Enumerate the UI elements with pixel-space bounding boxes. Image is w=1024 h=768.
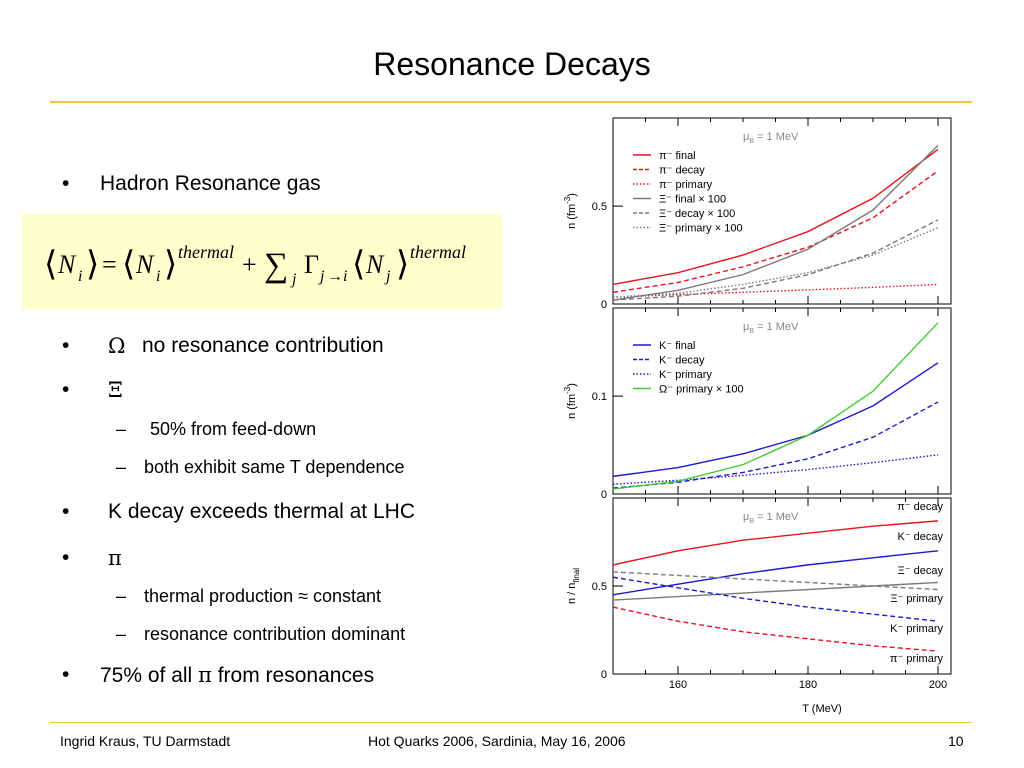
mu-b-annotation: μB = 1 MeV	[743, 511, 799, 525]
mu-b-annotation: μB = 1 MeV	[743, 131, 799, 145]
svg-text:Γ: Γ	[304, 250, 319, 279]
series-line-decay	[612, 581, 939, 601]
bullet-text: K decay exceeds thermal at LHC	[108, 500, 415, 523]
title-rule	[50, 101, 972, 103]
x-tick-label: 200	[929, 679, 947, 691]
legend-entry: K⁻ primary	[659, 369, 712, 381]
svg-text:⟩: ⟩	[396, 246, 409, 283]
formula-box: ⟨ N i ⟩ = ⟨ N i ⟩ thermal + ∑ j Γ j → i …	[22, 214, 502, 309]
bullet-text: no resonance contribution	[142, 334, 384, 357]
svg-text:⟨: ⟨	[352, 246, 365, 283]
svg-text:+: +	[242, 250, 257, 279]
svg-text:j: j	[384, 268, 391, 285]
y-axis-label: n (fm-3)	[563, 193, 578, 229]
series-label: π⁻ primary	[890, 653, 944, 665]
page-number: 10	[948, 733, 964, 749]
series-line-k-primary	[612, 576, 939, 622]
chart-figure: 0 0.5 n (fm-3) μB = 1 MeV π⁻ final π⁻ decay π⁻…	[563, 117, 952, 715]
legend-entry: Ξ⁻ decay × 100	[659, 208, 735, 220]
series-label: K⁻ decay	[897, 531, 943, 543]
series-line-primary	[612, 571, 939, 591]
legend-entry: π⁻ final	[659, 150, 696, 162]
svg-text:thermal: thermal	[410, 242, 466, 262]
svg-text:⟨: ⟨	[44, 246, 57, 283]
svg-text:j: j	[318, 268, 325, 285]
series-label: π⁻ decay	[897, 501, 943, 513]
series-label: Ξ⁻ primary	[890, 593, 943, 605]
series-label: Ξ⁻ decay	[898, 565, 944, 577]
svg-text:⟩: ⟩	[86, 246, 99, 283]
svg-text:i: i	[343, 268, 347, 285]
y-tick-label: 0.5	[592, 201, 607, 213]
svg-text:⟨: ⟨	[122, 246, 135, 283]
svg-text:i: i	[78, 268, 82, 285]
y-tick-label: 0.1	[592, 391, 607, 403]
legend-entry: Ω⁻ primary × 100	[659, 384, 744, 396]
series-line-decay	[612, 520, 939, 566]
xi-symbol: Ξ	[108, 378, 123, 402]
plot-frame-1	[612, 117, 952, 305]
series-line-k-final	[612, 362, 939, 478]
svg-text:=: =	[102, 250, 117, 279]
x-tick-label: 180	[799, 679, 817, 691]
legend-entry: K⁻ decay	[659, 355, 705, 367]
series-line-primary	[612, 606, 939, 652]
mu-b-annotation: μB = 1 MeV	[743, 321, 799, 335]
bullet-text: Hadron Resonance gas	[100, 172, 321, 195]
y-axis-label: n / nfinal	[566, 568, 581, 604]
pi-symbol: π	[108, 546, 122, 570]
svg-text:⟩: ⟩	[164, 246, 177, 283]
formula: ⟨ N i ⟩ = ⟨ N i ⟩ thermal + ∑ j Γ j → i …	[44, 242, 466, 288]
formula-thermal: thermal	[178, 242, 234, 262]
legend-entry: Ξ⁻ final × 100	[659, 194, 726, 206]
svg-text:i: i	[156, 268, 160, 285]
footer-event: Hot Quarks 2006, Sardinia, May 16, 2006	[368, 733, 626, 749]
y-tick-label: 0	[601, 489, 607, 501]
svg-text:N: N	[135, 250, 155, 279]
legend-entry: Ξ⁻ primary × 100	[659, 223, 743, 235]
formula-sum: ∑	[264, 247, 288, 284]
series-line-final-100	[612, 144, 939, 301]
legend-entry: K⁻ final	[659, 340, 695, 352]
series-label: K⁻ primary	[890, 623, 943, 635]
series-line-primary-100	[612, 322, 939, 490]
series-line-k-decay	[612, 401, 939, 489]
y-tick-label: 0	[601, 299, 607, 311]
footer-author: Ingrid Kraus, TU Darmstadt	[60, 733, 231, 749]
x-axis-label: T (MeV)	[802, 703, 842, 715]
y-tick-label: 0	[601, 669, 607, 681]
svg-text:j: j	[290, 271, 297, 288]
x-tick-label: 160	[669, 679, 687, 691]
series-line-k-decay	[612, 550, 939, 596]
series-line-final	[612, 148, 939, 286]
legend-entry: π⁻ decay	[659, 165, 705, 177]
y-axis-label: n (fm-3)	[563, 383, 578, 419]
svg-text:N: N	[365, 250, 385, 279]
series-line-decay-100	[612, 219, 939, 301]
svg-text:→: →	[327, 268, 343, 285]
y-tick-label: 0.5	[592, 581, 607, 593]
slide-title: Resonance Decays	[373, 46, 651, 82]
omega-symbol: Ω	[108, 334, 126, 358]
formula-N1: N	[57, 250, 77, 279]
footer-rule	[50, 722, 972, 723]
legend-entry: π⁻ primary	[659, 179, 713, 191]
plot-frame-2	[612, 307, 952, 495]
